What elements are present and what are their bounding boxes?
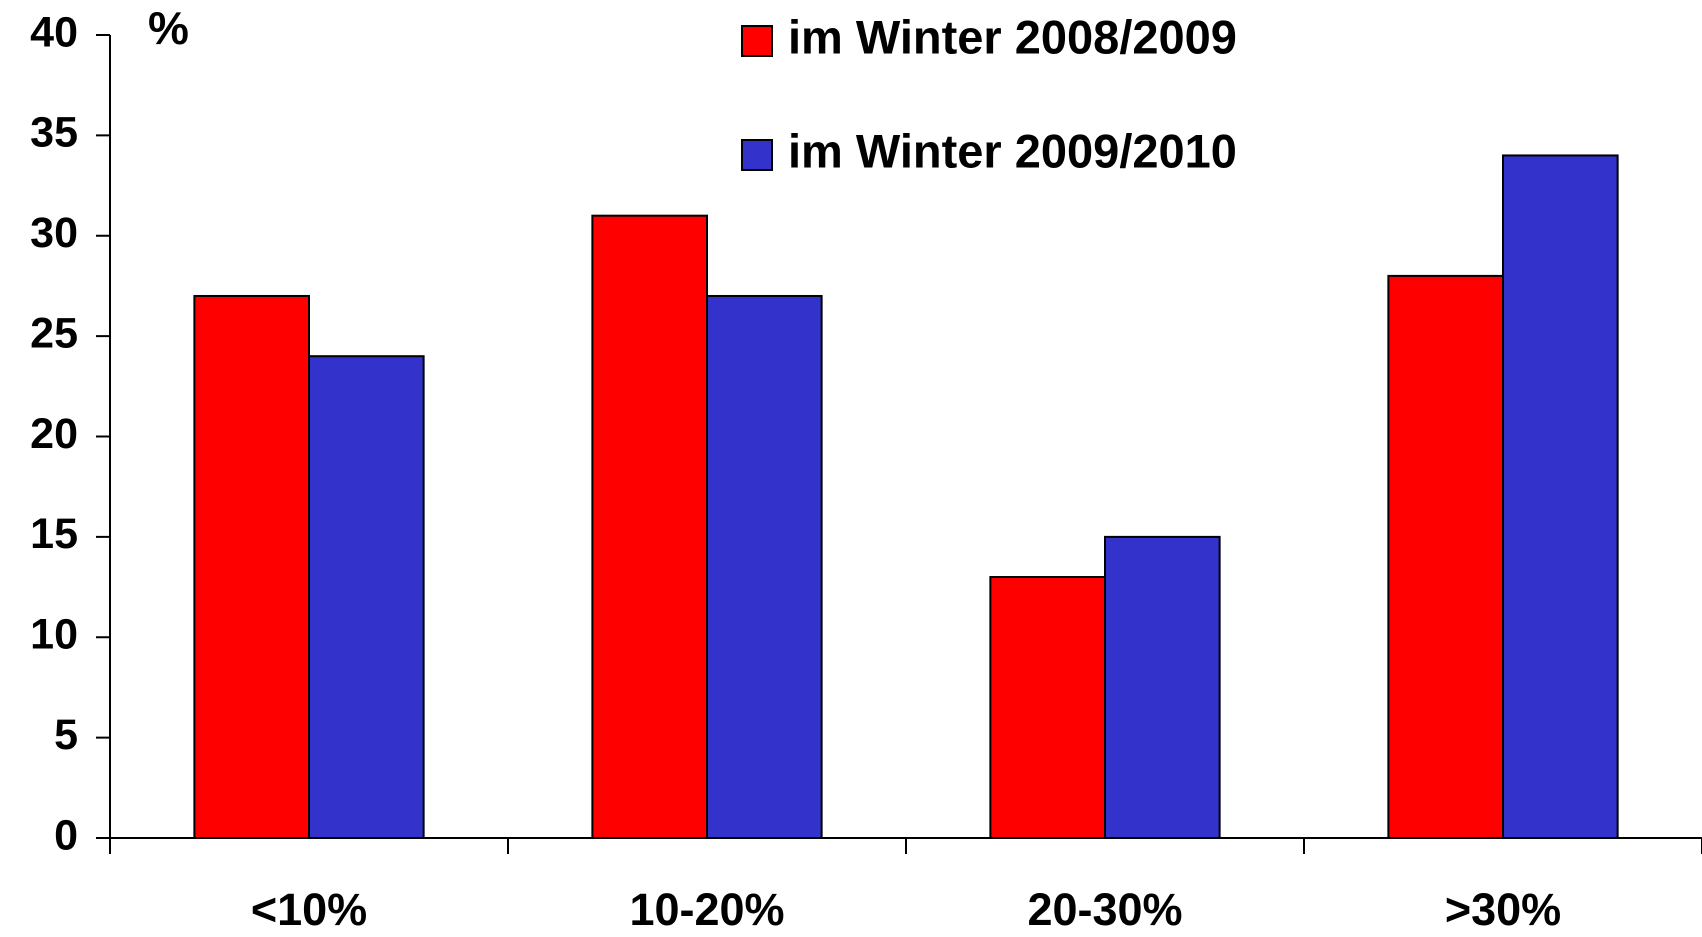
bar	[591, 214, 708, 840]
y-axis-label: %	[148, 2, 189, 54]
x-tick-label: 20-30%	[1027, 884, 1182, 935]
y-tick-label: 15	[30, 510, 78, 558]
y-tick-label: 0	[54, 811, 78, 859]
y-tick-label: 30	[30, 209, 78, 257]
y-tick-label: 10	[30, 611, 78, 659]
bar	[1387, 274, 1504, 839]
y-tick-label: 40	[30, 8, 78, 56]
x-tick-label: <10%	[251, 884, 367, 935]
legend-swatch	[741, 139, 773, 171]
bar	[1502, 154, 1619, 839]
bar	[1104, 535, 1221, 839]
legend-swatch	[741, 25, 773, 57]
y-tick-label: 25	[30, 309, 78, 357]
y-tick-label: 35	[30, 109, 78, 157]
legend-label: im Winter 2008/2009	[788, 10, 1237, 63]
bar	[308, 355, 425, 839]
legend-label: im Winter 2009/2010	[788, 124, 1237, 177]
bar	[989, 576, 1106, 840]
bar	[193, 294, 311, 840]
x-tick-label: 10-20%	[629, 884, 784, 935]
x-tick-label: >30%	[1445, 884, 1561, 935]
bar	[706, 294, 823, 840]
y-tick-label: 20	[30, 410, 78, 458]
y-tick-label: 5	[54, 711, 78, 759]
